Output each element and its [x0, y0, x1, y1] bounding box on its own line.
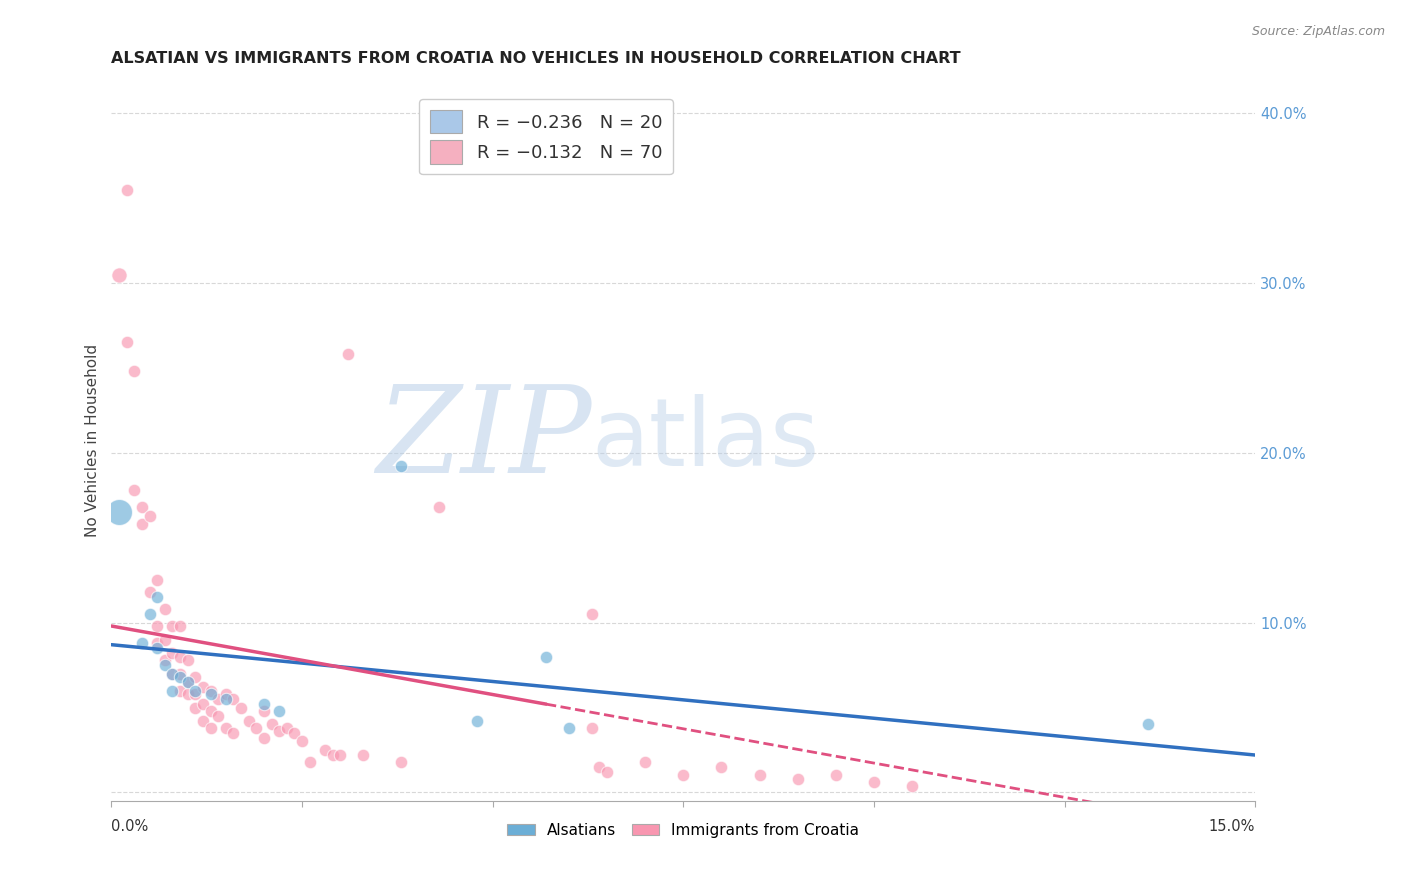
Point [207, 692, 229, 706]
Point [534, 649, 557, 664]
Point [138, 585, 160, 599]
Point [162, 646, 184, 660]
Legend: Alsatians, Immigrants from Croatia: Alsatians, Immigrants from Croatia [501, 816, 865, 844]
Point [558, 721, 581, 735]
Point [901, 779, 924, 793]
Point [245, 721, 267, 735]
Point [336, 347, 359, 361]
Point [176, 675, 198, 690]
Point [169, 619, 191, 633]
Point [260, 717, 283, 731]
Point [207, 709, 229, 723]
Point [124, 483, 146, 498]
Point [200, 721, 222, 735]
Point [314, 743, 336, 757]
Point [222, 692, 245, 706]
Point [322, 747, 344, 762]
Point [146, 636, 169, 650]
Point [146, 619, 169, 633]
Point [115, 183, 138, 197]
Point [253, 731, 276, 745]
Point [283, 726, 305, 740]
Text: atlas: atlas [592, 394, 820, 486]
Point [596, 764, 619, 779]
Point [581, 721, 603, 735]
Point [184, 670, 207, 684]
Point [427, 500, 450, 515]
Point [108, 505, 131, 519]
Point [863, 775, 886, 789]
Text: 15.0%: 15.0% [1209, 820, 1256, 834]
Point [131, 636, 153, 650]
Point [153, 632, 176, 647]
Point [672, 768, 695, 782]
Point [710, 760, 733, 774]
Point [138, 607, 160, 621]
Point [169, 683, 191, 698]
Point [291, 734, 314, 748]
Point [169, 649, 191, 664]
Point [131, 517, 153, 532]
Point [115, 335, 138, 350]
Point [786, 772, 808, 786]
Point [184, 700, 207, 714]
Point [191, 714, 214, 728]
Point [824, 768, 846, 782]
Point [634, 755, 657, 769]
Point [215, 721, 238, 735]
Point [184, 683, 207, 698]
Point [153, 653, 176, 667]
Point [352, 747, 374, 762]
Point [162, 666, 184, 681]
Point [108, 268, 131, 282]
Text: Source: ZipAtlas.com: Source: ZipAtlas.com [1251, 25, 1385, 38]
Point [153, 602, 176, 616]
Point [269, 704, 291, 718]
Point [176, 687, 198, 701]
Point [200, 687, 222, 701]
Point [748, 768, 770, 782]
Point [176, 675, 198, 690]
Point [229, 700, 252, 714]
Point [215, 692, 238, 706]
Point [253, 697, 276, 711]
Point [131, 500, 153, 515]
Point [146, 590, 169, 604]
Point [162, 683, 184, 698]
Text: 0.0%: 0.0% [111, 820, 149, 834]
Point [146, 573, 169, 587]
Point [269, 724, 291, 739]
Point [153, 658, 176, 673]
Point [200, 683, 222, 698]
Point [253, 704, 276, 718]
Point [176, 653, 198, 667]
Point [389, 755, 412, 769]
Point [169, 670, 191, 684]
Point [588, 760, 610, 774]
Point [184, 687, 207, 701]
Point [467, 714, 489, 728]
Point [162, 666, 184, 681]
Point [162, 619, 184, 633]
Text: ZIP: ZIP [377, 382, 592, 499]
Point [146, 641, 169, 656]
Point [222, 726, 245, 740]
Point [191, 697, 214, 711]
Point [191, 680, 214, 694]
Point [298, 755, 321, 769]
Text: ALSATIAN VS IMMIGRANTS FROM CROATIA NO VEHICLES IN HOUSEHOLD CORRELATION CHART: ALSATIAN VS IMMIGRANTS FROM CROATIA NO V… [111, 51, 962, 66]
Point [581, 607, 603, 621]
Point [124, 364, 146, 378]
Point [238, 714, 260, 728]
Point [276, 721, 298, 735]
Point [200, 704, 222, 718]
Point [389, 459, 412, 474]
Point [1137, 717, 1160, 731]
Point [169, 666, 191, 681]
Point [329, 747, 352, 762]
Point [215, 687, 238, 701]
Point [138, 508, 160, 523]
Y-axis label: No Vehicles in Household: No Vehicles in Household [86, 343, 100, 537]
